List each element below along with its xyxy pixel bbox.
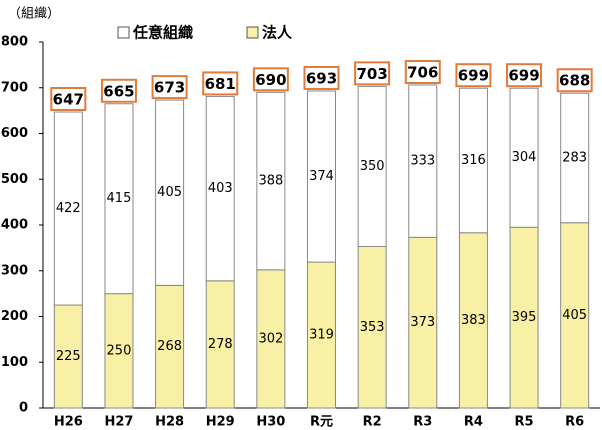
bar-segment [560, 92, 590, 224]
total-label: 699 [508, 67, 539, 85]
value-label: 405 [562, 308, 587, 323]
bar-segment [458, 232, 488, 409]
bar-segment [256, 91, 286, 271]
total-label: 665 [103, 82, 134, 100]
y-tick-label: 700 [1, 80, 28, 95]
x-tick-label: R4 [464, 415, 483, 430]
y-tick-label: 600 [1, 126, 28, 141]
total-box [100, 78, 137, 103]
bar-segment [53, 111, 83, 306]
total-box [506, 63, 543, 88]
legend-label: 法人 [262, 24, 293, 42]
total-box [354, 61, 391, 86]
total-label: 688 [559, 72, 590, 90]
bar-segment [307, 90, 336, 263]
total-box [151, 75, 188, 100]
y-tick-label: 800 [1, 35, 28, 50]
total-label: 690 [255, 71, 286, 89]
value-label: 319 [309, 328, 334, 343]
value-label: 405 [157, 185, 182, 200]
bar-segment [357, 246, 387, 409]
total-box [404, 60, 441, 85]
x-tick-label: H30 [256, 415, 285, 430]
total-label: 673 [154, 79, 185, 97]
y-tick-label: 100 [1, 355, 28, 370]
y-tick-label: 500 [1, 172, 28, 187]
x-tick-label: R3 [413, 415, 432, 430]
x-tick-label: R2 [363, 415, 382, 430]
bar-segment [205, 95, 235, 282]
value-label: 374 [309, 169, 334, 184]
bar-segment [205, 280, 235, 409]
total-label: 681 [205, 75, 236, 93]
bar-segment [458, 87, 488, 234]
total-label: 706 [407, 64, 438, 82]
value-label: 225 [56, 349, 81, 364]
y-tick-label: 400 [1, 218, 28, 233]
bar-segment [408, 236, 438, 409]
total-label: 647 [53, 90, 84, 108]
total-label: 703 [356, 65, 387, 83]
y-tick-label: 200 [1, 309, 28, 324]
value-label: 250 [107, 343, 132, 358]
x-tick-label: H27 [104, 415, 133, 430]
bar-segment [53, 304, 83, 409]
value-label: 333 [410, 154, 435, 169]
x-tick-label: R5 [515, 415, 534, 430]
x-tick-label: R元 [310, 415, 333, 430]
total-label: 693 [306, 69, 337, 87]
y-tick-label: 0 [19, 401, 28, 416]
bar-segment [509, 87, 539, 228]
x-tick-label: H28 [155, 415, 184, 430]
bar-segment [256, 269, 286, 409]
value-label: 415 [107, 191, 132, 206]
bar-segment [155, 99, 185, 286]
total-box [202, 71, 239, 96]
value-label: 302 [258, 331, 283, 346]
value-label: 403 [208, 181, 233, 196]
total-label: 699 [458, 67, 489, 85]
bar-segment [155, 284, 185, 409]
total-box [455, 63, 492, 88]
x-tick-label: H29 [206, 415, 235, 430]
value-label: 278 [208, 337, 233, 352]
legend-swatch [246, 26, 259, 39]
y-tick-label: 300 [1, 263, 28, 278]
y-axis-label: （組織） [8, 7, 60, 22]
value-label: 383 [461, 313, 486, 328]
value-label: 388 [258, 174, 283, 189]
bar-segment [509, 226, 539, 409]
value-label: 316 [461, 153, 486, 168]
value-label: 395 [512, 310, 537, 325]
bar-segment [357, 85, 387, 248]
value-label: 350 [360, 159, 385, 174]
value-label: 373 [410, 315, 435, 330]
bar-segment [307, 261, 336, 409]
value-label: 304 [512, 150, 537, 165]
bar-segment [104, 103, 134, 295]
total-box [252, 67, 289, 92]
value-label: 283 [562, 150, 587, 165]
total-box [303, 65, 340, 90]
legend-swatch [117, 26, 130, 39]
value-label: 268 [157, 339, 182, 354]
x-tick-label: R6 [565, 415, 584, 430]
total-box [50, 86, 87, 111]
legend-label: 任意組織 [132, 24, 193, 42]
value-label: 353 [360, 320, 385, 335]
total-box [556, 68, 593, 93]
x-tick-label: H26 [54, 415, 83, 430]
bar-segment [104, 293, 134, 409]
value-label: 422 [56, 201, 81, 216]
bar-segment [408, 84, 438, 238]
